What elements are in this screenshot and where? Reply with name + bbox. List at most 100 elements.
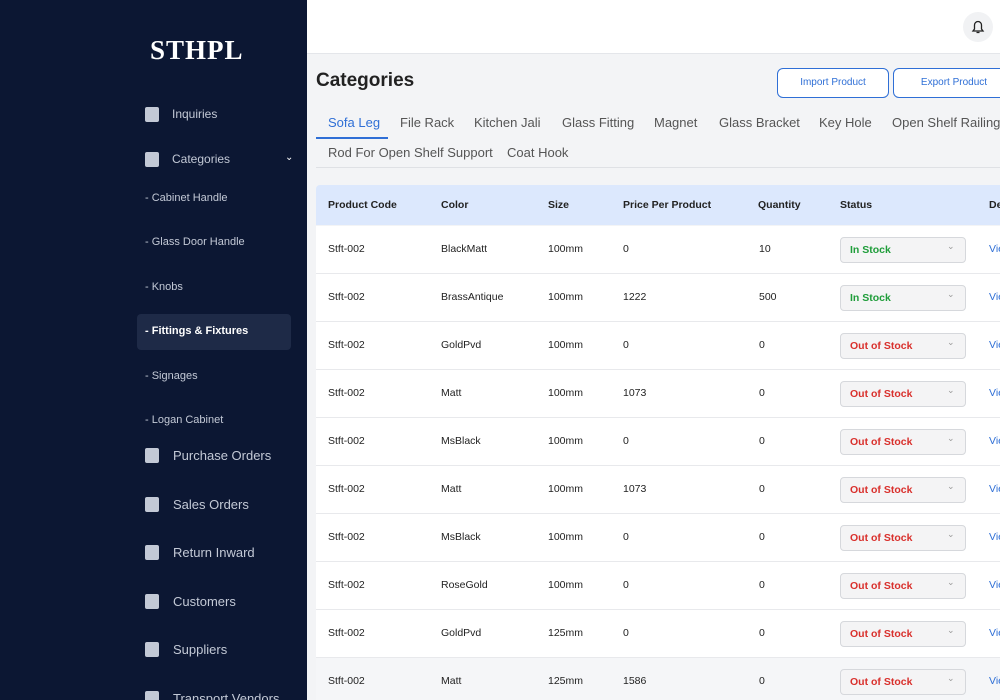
status-select[interactable]: Out of Stock — [840, 525, 966, 551]
view-link[interactable]: View — [989, 483, 1000, 495]
nav-item[interactable]: Categories — [172, 152, 231, 166]
tab[interactable]: Rod For Open Shelf Support — [328, 145, 493, 160]
table-cell: 0 — [623, 579, 629, 591]
table-cell: 0 — [759, 483, 765, 495]
sub-nav-item[interactable]: - Cabinet Handle — [145, 192, 228, 204]
select-chevron: ⌄ — [947, 385, 955, 395]
table-cell: 0 — [759, 627, 765, 639]
page-title: Categories — [316, 70, 415, 91]
table-cell: GoldPvd — [441, 627, 482, 639]
nav-item[interactable]: Customers — [173, 593, 236, 609]
tab[interactable]: Glass Bracket — [719, 115, 800, 130]
nav-item[interactable]: Purchase Orders — [173, 448, 272, 463]
table-cell: 100mm — [548, 243, 584, 255]
tab[interactable]: Key Hole — [819, 115, 872, 130]
table-cell: BlackMatt — [441, 243, 488, 255]
tab[interactable]: Magnet — [654, 115, 698, 130]
status-select[interactable]: In Stock — [840, 237, 966, 263]
chevron: ⌄ — [285, 152, 294, 163]
select-chevron: ⌄ — [947, 241, 955, 251]
table-cell: Stft-002 — [328, 531, 365, 543]
table-cell: 1073 — [623, 483, 647, 495]
nav-icon — [145, 690, 159, 700]
status-select[interactable]: Out of Stock — [840, 381, 966, 407]
view-link[interactable]: View — [989, 387, 1000, 399]
table-cell: 1073 — [623, 387, 647, 399]
header-button[interactable]: Export Product — [893, 68, 1000, 98]
view-link[interactable]: View — [989, 675, 1000, 687]
table-cell: 10 — [759, 243, 771, 255]
table-cell: Stft-002 — [328, 483, 365, 495]
table-cell: Stft-002 — [328, 339, 365, 351]
table-header — [316, 185, 1000, 225]
tab[interactable]: Glass Fitting — [562, 115, 635, 130]
table-cell: Stft-002 — [328, 579, 365, 591]
sub-nav-item[interactable]: - Signages — [145, 370, 198, 382]
sub-nav-item[interactable]: - Knobs — [145, 281, 183, 293]
table-cell: 0 — [759, 579, 765, 591]
view-link[interactable]: View — [989, 339, 1000, 351]
status-select[interactable]: Out of Stock — [840, 669, 966, 695]
table-cell: MsBlack — [441, 435, 481, 447]
notification-button[interactable] — [963, 12, 993, 42]
column-header: Price Per Product — [623, 199, 712, 211]
tab[interactable]: Sofa Leg — [328, 115, 381, 130]
nav-item[interactable]: Suppliers — [173, 642, 228, 657]
nav-icon — [145, 152, 159, 167]
table-cell: BrassAntique — [441, 291, 504, 303]
status-select[interactable]: Out of Stock — [840, 477, 966, 503]
table-cell: 100mm — [548, 435, 584, 447]
nav-icon — [145, 496, 159, 512]
status-select[interactable]: In Stock — [840, 285, 966, 311]
tab[interactable]: File Rack — [400, 115, 455, 130]
sub-nav-item[interactable]: - Logan Cabinet — [145, 414, 224, 426]
tab[interactable]: Open Shelf Railing — [892, 115, 1000, 130]
view-link[interactable]: View — [989, 291, 1000, 303]
nav-item[interactable]: Sales Orders — [173, 496, 249, 512]
column-header: Status — [840, 199, 873, 211]
table-cell: 0 — [759, 435, 765, 447]
nav-item[interactable]: Transport Vendors — [173, 690, 280, 700]
table-cell: 100mm — [548, 387, 584, 399]
tab[interactable]: Coat Hook — [507, 145, 569, 160]
nav-item[interactable]: Return Inward — [173, 545, 255, 560]
view-link[interactable]: View — [989, 435, 1000, 447]
table-cell: 0 — [623, 531, 629, 543]
table-cell: 1222 — [623, 291, 647, 303]
view-link[interactable]: View — [989, 627, 1000, 639]
view-link[interactable]: View — [989, 531, 1000, 543]
tab[interactable]: Kitchen Jali — [474, 115, 541, 130]
select-chevron: ⌄ — [947, 337, 955, 347]
tab-underline — [316, 137, 388, 139]
status-select[interactable]: Out of Stock — [840, 621, 966, 647]
table-cell: 500 — [759, 291, 777, 303]
table-cell: Stft-002 — [328, 627, 365, 639]
select-chevron: ⌄ — [947, 529, 955, 539]
table-cell: Stft-002 — [328, 675, 365, 687]
table-cell: 0 — [759, 675, 765, 687]
sub-nav-item[interactable]: - Glass Door Handle — [145, 236, 245, 248]
select-chevron: ⌄ — [947, 577, 955, 587]
view-link[interactable]: View — [989, 579, 1000, 591]
header-button[interactable]: Import Product — [777, 68, 889, 98]
table-cell: 0 — [623, 339, 629, 351]
logo: STHPL — [150, 35, 244, 65]
table-cell: 125mm — [548, 627, 584, 639]
sub-nav-item[interactable]: - Fittings & Fixtures — [145, 325, 249, 337]
status-select[interactable]: Out of Stock — [840, 429, 966, 455]
table-cell: 0 — [623, 243, 629, 255]
view-link[interactable]: View — [989, 243, 1000, 255]
active-item-bg — [137, 314, 291, 350]
select-chevron: ⌄ — [947, 481, 955, 491]
nav-icon — [145, 107, 159, 122]
nav-item[interactable]: Inquiries — [172, 107, 218, 121]
table-cell: 100mm — [548, 579, 584, 591]
tabs-divider — [316, 167, 1000, 168]
table-cell: Stft-002 — [328, 291, 365, 303]
status-select[interactable]: Out of Stock — [840, 573, 966, 599]
status-select[interactable]: Out of Stock — [840, 333, 966, 359]
table-cell: RoseGold — [441, 579, 488, 591]
table-cell: 100mm — [548, 531, 584, 543]
table-cell: 0 — [759, 531, 765, 543]
